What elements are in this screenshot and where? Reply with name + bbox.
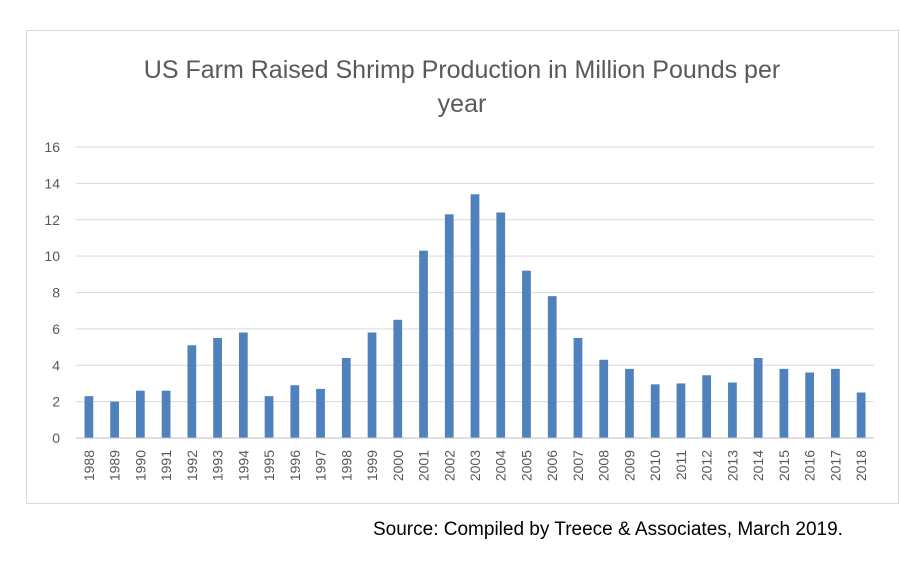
x-tick-label: 1996 (287, 450, 303, 481)
bar-2006 (547, 296, 557, 438)
x-tick-label: 2014 (750, 450, 766, 481)
x-tick-label: 1999 (364, 450, 380, 481)
y-tick-label: 4 (52, 357, 60, 373)
x-tick-label: 2013 (724, 450, 740, 481)
x-tick-label: 1995 (261, 450, 277, 481)
y-tick-label: 16 (44, 139, 60, 155)
bar-2001 (419, 250, 428, 438)
bar-2005 (522, 270, 531, 438)
x-axis-ticks: 1988 1989 1990 1991 1992 1993 1994 1995 1996 1997… (81, 450, 869, 481)
y-tick-label: 8 (52, 285, 60, 301)
y-tick-label: 2 (52, 394, 60, 410)
x-tick-label: 2017 (827, 450, 843, 481)
x-tick-label: 2003 (467, 450, 483, 481)
x-tick-label: 1998 (338, 450, 354, 481)
x-tick-label: 1989 (107, 450, 123, 481)
bar-chart: US Farm Raised Shrimp Production in Mill… (44, 56, 874, 481)
bar-1992 (187, 345, 197, 438)
bar-2017 (831, 368, 840, 438)
x-tick-label: 2007 (570, 450, 586, 481)
x-tick-label: 2010 (647, 450, 663, 481)
x-tick-label: 1991 (158, 450, 174, 481)
bar-1989 (110, 401, 119, 438)
y-tick-label: 14 (44, 175, 60, 191)
y-axis-ticks: 0 2 4 6 8 10 12 14 16 (44, 139, 60, 446)
bar-2010 (650, 384, 660, 438)
x-tick-label: 2006 (544, 450, 560, 481)
x-tick-label: 2012 (699, 450, 715, 481)
x-tick-label: 1993 (210, 450, 226, 481)
bar-2000 (393, 319, 403, 438)
y-tick-label: 10 (44, 248, 60, 264)
bar-1994 (238, 332, 248, 438)
bars (84, 194, 866, 438)
bar-1995 (264, 396, 274, 438)
chart-title-line-2: year (438, 90, 487, 118)
source-note: Source: Compiled by Treece & Associates,… (373, 519, 843, 540)
x-tick-label: 2002 (441, 450, 457, 481)
bar-1993 (213, 337, 222, 438)
bar-1998 (341, 357, 351, 438)
bar-2011 (676, 383, 686, 438)
bar-1990 (135, 390, 145, 438)
x-tick-label: 2009 (621, 450, 637, 481)
x-tick-label: 2004 (493, 450, 509, 481)
bar-2016 (805, 372, 815, 438)
x-tick-label: 2018 (853, 450, 869, 481)
bar-1996 (290, 385, 300, 438)
bar-1991 (161, 390, 171, 438)
x-tick-label: 1997 (313, 450, 329, 481)
x-tick-label: 1994 (235, 450, 251, 481)
bar-2008 (599, 359, 609, 438)
bar-2004 (496, 212, 506, 438)
bar-2018 (856, 392, 866, 438)
y-tick-label: 12 (44, 212, 60, 228)
bar-2003 (470, 194, 480, 438)
x-tick-label: 1988 (81, 450, 97, 481)
x-tick-label: 2016 (802, 450, 818, 481)
bar-1999 (367, 332, 377, 438)
x-tick-label: 2005 (518, 450, 534, 481)
y-tick-label: 0 (52, 430, 60, 446)
chart-title-line-1: US Farm Raised Shrimp Production in Mill… (144, 56, 780, 84)
x-tick-label: 2008 (596, 450, 612, 481)
bar-2014 (753, 357, 763, 438)
bar-2015 (779, 368, 789, 438)
x-tick-label: 2001 (416, 450, 432, 481)
bar-2013 (728, 382, 737, 438)
bar-2002 (444, 214, 454, 438)
x-tick-label: 2015 (776, 450, 792, 481)
x-tick-label: 1992 (184, 450, 200, 481)
bar-2012 (702, 375, 712, 438)
bar-1988 (84, 396, 94, 438)
bar-2007 (573, 337, 583, 438)
x-tick-label: 1990 (132, 450, 148, 481)
y-tick-label: 6 (52, 321, 60, 337)
x-tick-label: 2011 (673, 450, 689, 480)
bar-1997 (316, 388, 325, 438)
chart-frame (26, 30, 899, 504)
x-tick-label: 2000 (390, 450, 406, 481)
bar-2009 (625, 368, 634, 438)
